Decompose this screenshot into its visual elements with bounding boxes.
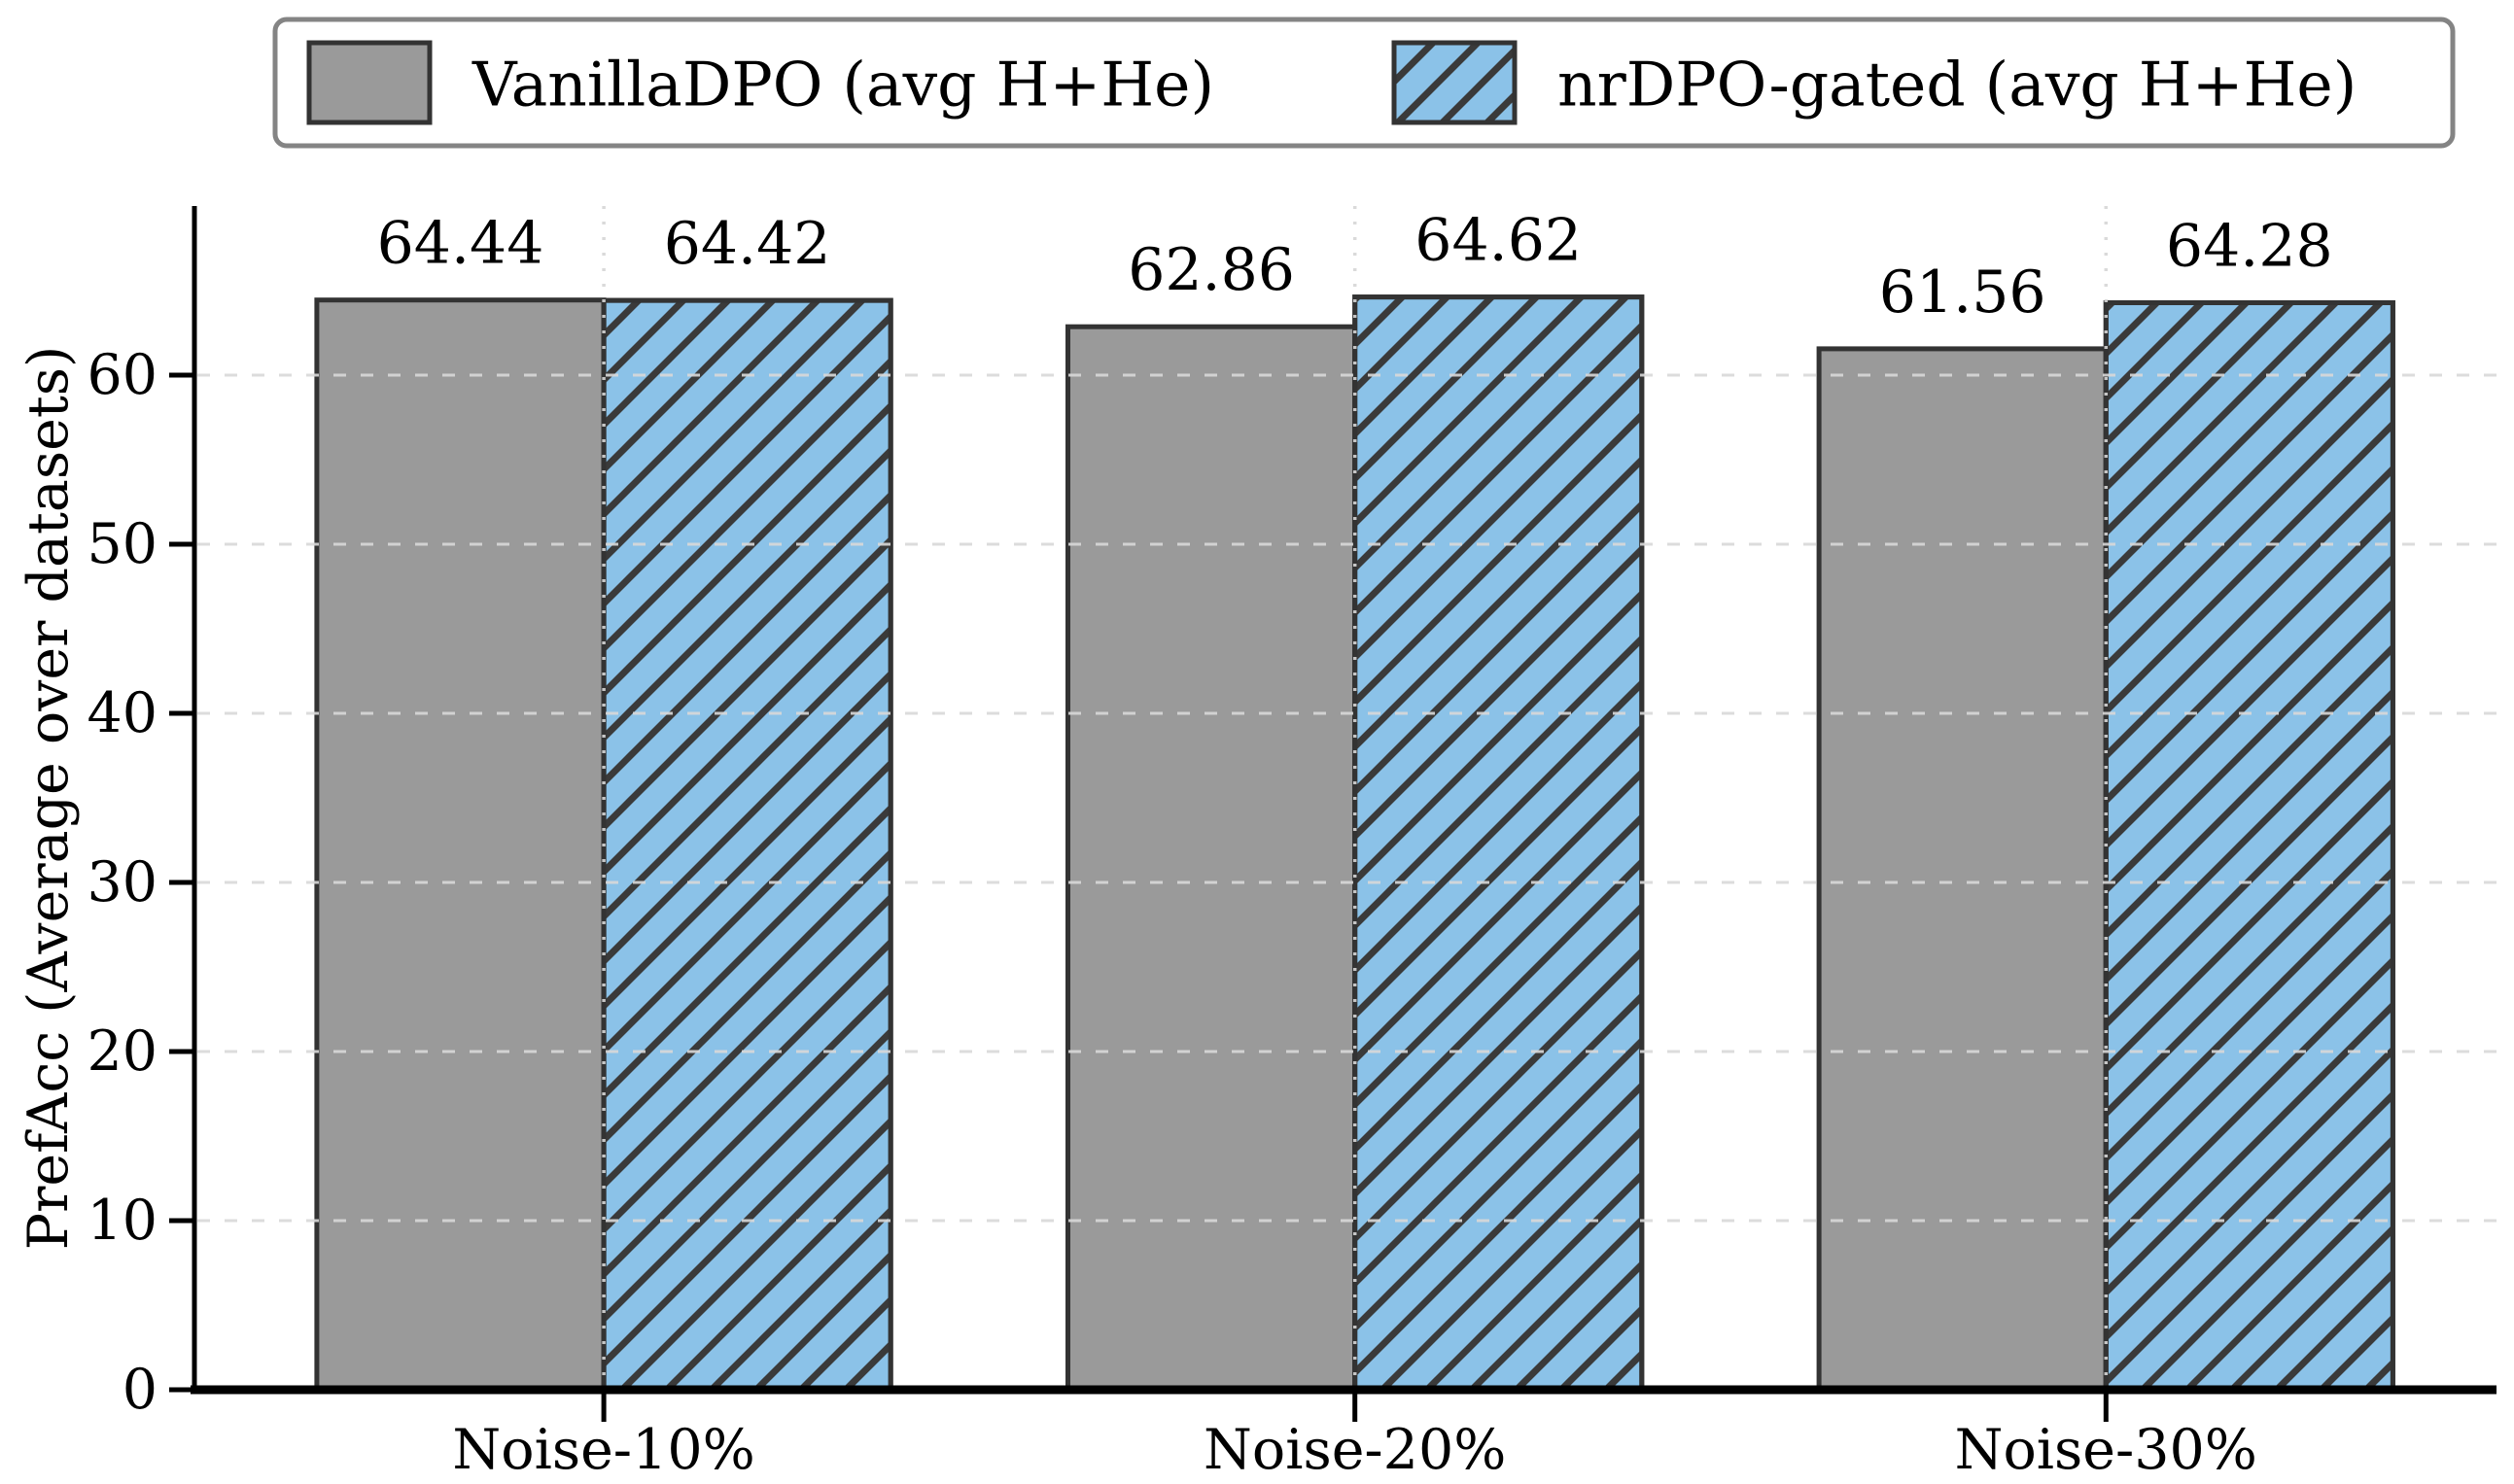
x-tick-label-noise-20%: Noise-20% bbox=[1204, 1418, 1506, 1482]
legend: VanillaDPO (avg H+He) nrDPO-gated (avg H+… bbox=[272, 17, 2456, 149]
bar-hatch-overlay bbox=[1352, 294, 1645, 1393]
bar-hatch-overlay bbox=[2103, 300, 2395, 1393]
legend-frame bbox=[272, 17, 2456, 149]
y-axis-label: PrefAcc (Average over datasets) bbox=[17, 346, 81, 1251]
y-tick-label-10: 10 bbox=[87, 1189, 157, 1253]
value-labels-layer: 64.44 64.42 62.86 64.62 61.56 64.28 bbox=[377, 207, 2333, 327]
bars-layer bbox=[314, 294, 2395, 1393]
bar-value-label: 62.86 bbox=[1128, 236, 1295, 304]
bar-vanilladpo-noise-10% bbox=[314, 297, 607, 1393]
y-tick-label-30: 30 bbox=[87, 850, 157, 915]
bar-hatch-overlay bbox=[601, 297, 893, 1393]
y-tick-label-0: 0 bbox=[122, 1358, 157, 1422]
legend-swatch-hatch-overlay bbox=[1391, 40, 1518, 125]
y-tick-label-20: 20 bbox=[87, 1019, 157, 1084]
bar-value-label: 61.56 bbox=[1879, 259, 2046, 327]
legend-label-vanilladpo: VanillaDPO (avg H+He) bbox=[471, 50, 1214, 121]
bar-value-label: 64.62 bbox=[1414, 207, 1582, 275]
bar-value-label: 64.44 bbox=[377, 210, 544, 278]
y-tick-label-50: 50 bbox=[87, 512, 157, 576]
x-tick-label-noise-30%: Noise-30% bbox=[1955, 1418, 2257, 1482]
x-tick-label-noise-10%: Noise-10% bbox=[452, 1418, 754, 1482]
grid-layer bbox=[197, 206, 2497, 1386]
legend-label-nrdpo-gated: nrDPO-gated (avg H+He) bbox=[1557, 50, 2357, 121]
axes-layer: 0 10 20 30 40 50 60 Noise-10% Noise-20% Noise-30% bbox=[87, 206, 2497, 1482]
bar-value-label: 64.42 bbox=[664, 210, 831, 278]
y-tick-label-60: 60 bbox=[87, 343, 157, 407]
bar-value-label: 64.28 bbox=[2166, 213, 2333, 281]
bar-vanilladpo-noise-30% bbox=[1816, 346, 2109, 1393]
y-tick-label-40: 40 bbox=[87, 681, 157, 745]
bar-vanilladpo-noise-20% bbox=[1065, 324, 1358, 1393]
legend-swatch-vanilladpo bbox=[306, 40, 433, 125]
